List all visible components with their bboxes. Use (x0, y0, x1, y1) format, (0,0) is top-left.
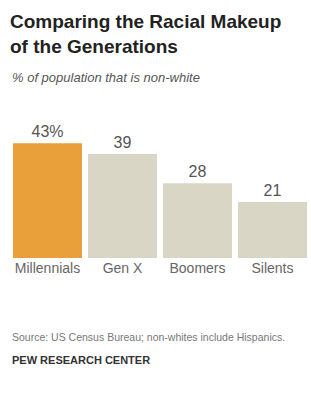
svg-text:Boomers: Boomers (169, 260, 225, 276)
svg-text:PEW RESEARCH CENTER: PEW RESEARCH CENTER (12, 354, 150, 366)
svg-text:Comparing the Racial Makeupof: Comparing the Racial Makeupof the Genera… (10, 11, 281, 57)
svg-text:Gen X: Gen X (103, 260, 143, 276)
svg-text:39: 39 (114, 134, 132, 151)
svg-text:43%: 43% (31, 123, 63, 140)
svg-text:Silents: Silents (251, 260, 293, 276)
svg-text:Source: US Census Bureau; non-: Source: US Census Bureau; non-whites inc… (12, 331, 285, 343)
svg-text:21: 21 (264, 182, 282, 199)
svg-text:Millennials: Millennials (15, 260, 80, 276)
svg-text:28: 28 (189, 163, 207, 180)
svg-text:% of population that is non-wh: % of population that is non-white (12, 70, 200, 85)
